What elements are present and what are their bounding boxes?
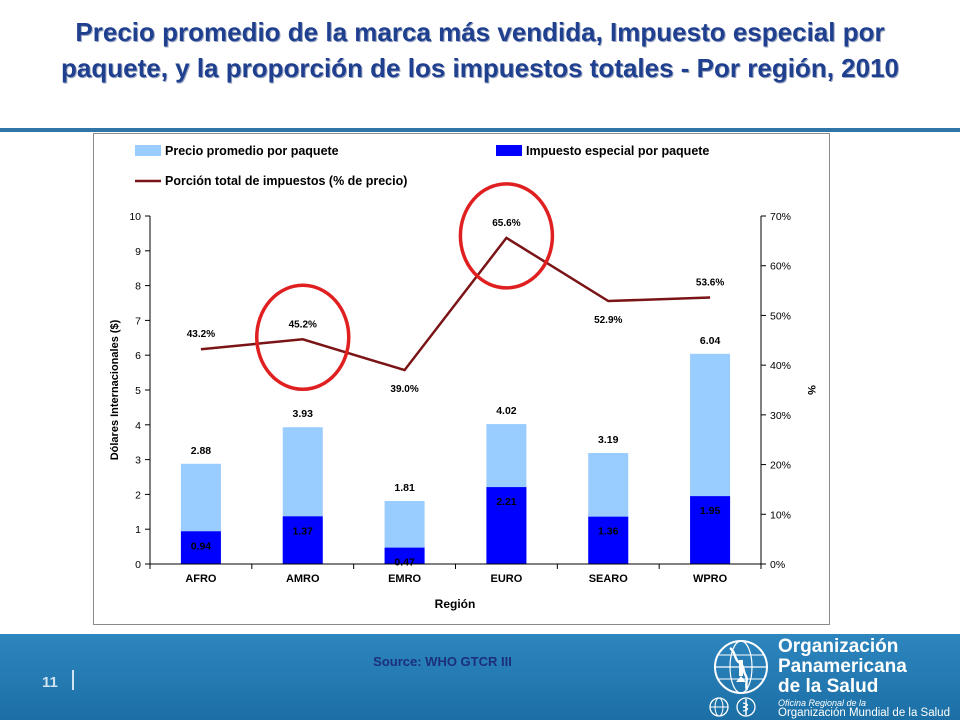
highlight-circle xyxy=(458,182,555,290)
bars-layer: 2.88 0.94 3.93 1.37 1.81 0.47 4.02 2.21 3.19 1.36… xyxy=(180,335,731,569)
y-tick-label: 9 xyxy=(135,246,141,258)
x-tick-label: EMRO xyxy=(388,573,421,585)
tax-data-label: 2.21 xyxy=(496,496,517,508)
y-tick-label: 8 xyxy=(135,281,141,293)
y-tick-label: 2 xyxy=(135,489,141,501)
y2-axis-title: % xyxy=(805,385,817,395)
y-tick-label: 4 xyxy=(135,420,141,432)
legend-label-price: Precio promedio por paquete xyxy=(165,144,339,158)
tax-data-label: 0.47 xyxy=(394,557,415,569)
legend-label-tax: Impuesto especial por paquete xyxy=(526,144,709,158)
share-data-label: 39.0% xyxy=(390,384,418,395)
slide-title: Precio promedio de la marca más vendida,… xyxy=(61,17,899,83)
org-name-line1: Organización xyxy=(778,636,899,657)
y-tick-label: 3 xyxy=(135,455,141,467)
footer-band: Source: WHO GTCR III 11 Organización Pan… xyxy=(0,634,960,720)
org-name-line2: Panamericana xyxy=(778,656,907,677)
tax-bar xyxy=(690,496,731,564)
who-emblem-icon xyxy=(736,697,756,717)
y-tick-label: 7 xyxy=(135,315,141,327)
small-globe-icon xyxy=(709,697,729,717)
title-divider xyxy=(0,128,960,132)
y2-tick-label: 30% xyxy=(770,410,791,422)
price-data-label: 2.88 xyxy=(191,445,212,457)
price-data-label: 3.93 xyxy=(293,408,314,420)
globe-emblem-icon xyxy=(714,640,768,694)
line-layer: 43.2% 45.2% 39.0% 65.6% 52.9% 53.6% xyxy=(187,218,725,395)
share-data-label: 65.6% xyxy=(492,218,520,229)
share-data-label: 43.2% xyxy=(187,329,215,340)
tax-bar xyxy=(588,516,629,564)
legend-label-share: Porción total de impuestos (% de precio) xyxy=(165,174,407,188)
x-tick-label: SEARO xyxy=(589,573,629,585)
highlight-circle xyxy=(255,283,351,392)
share-line xyxy=(200,236,711,372)
tax-data-label: 1.36 xyxy=(598,526,619,538)
legend-swatch-tax xyxy=(496,145,522,156)
tax-bar xyxy=(282,516,323,564)
y-tick-label: 1 xyxy=(135,524,141,536)
price-data-label: 3.19 xyxy=(598,434,619,446)
x-tick-label: WPRO xyxy=(693,573,728,585)
x-tick-label: EURO xyxy=(491,573,523,585)
y2-tick-label: 60% xyxy=(770,261,791,273)
paho-logo: Organización Panamericana de la Salud Of… xyxy=(708,636,956,719)
x-tick-label: AMRO xyxy=(286,573,320,585)
tax-bar xyxy=(486,487,527,564)
x-axis-title: Región xyxy=(435,597,476,611)
y2-tick-label: 20% xyxy=(770,460,791,472)
tax-bar xyxy=(384,547,425,564)
chart-frame: Precio promedio por paquete Impuesto esp… xyxy=(93,133,830,625)
highlight-layer xyxy=(255,182,555,392)
tax-data-label: 1.37 xyxy=(293,525,314,537)
y2-tick-label: 0% xyxy=(770,559,785,571)
source-note: Source: WHO GTCR III xyxy=(373,654,512,669)
page-number: 11 xyxy=(42,674,58,691)
org-sub-line2: Organización Mundial de la Salud xyxy=(778,707,950,719)
tax-data-label: 1.95 xyxy=(700,505,721,517)
share-data-label: 52.9% xyxy=(594,315,622,326)
org-sub-line1: Oficina Regional de la xyxy=(778,698,867,708)
tax-bar xyxy=(180,531,221,564)
org-name-line3: de la Salud xyxy=(778,676,879,697)
tax-data-label: 0.94 xyxy=(191,540,212,552)
combo-chart: Precio promedio por paquete Impuesto esp… xyxy=(109,144,817,611)
y-tick-label: 5 xyxy=(135,385,141,397)
y-tick-label: 0 xyxy=(135,559,141,571)
legend-swatch-price xyxy=(135,145,161,156)
y-tick-label: 6 xyxy=(135,350,141,362)
price-data-label: 4.02 xyxy=(496,405,517,417)
y2-tick-label: 70% xyxy=(770,211,791,223)
price-data-label: 1.81 xyxy=(394,482,415,494)
y2-tick-label: 40% xyxy=(770,360,791,372)
share-data-label: 53.6% xyxy=(696,278,724,289)
price-data-label: 6.04 xyxy=(700,335,721,347)
x-tick-label: AFRO xyxy=(185,573,217,585)
y2-tick-label: 50% xyxy=(770,310,791,322)
share-data-label: 45.2% xyxy=(289,319,317,330)
y2-tick-label: 10% xyxy=(770,509,791,521)
page-separator xyxy=(72,670,74,690)
y-axis-title: Dólares Internacionales ($) xyxy=(109,319,121,460)
chart-legend: Precio promedio por paquete Impuesto esp… xyxy=(135,144,709,188)
y-tick-label: 10 xyxy=(129,211,141,223)
axes-layer: 0 1 2 3 4 5 6 7 8 9 10 0% 10% 20% 30% 40% 50% 60% 70% AFRO A… xyxy=(129,211,791,585)
